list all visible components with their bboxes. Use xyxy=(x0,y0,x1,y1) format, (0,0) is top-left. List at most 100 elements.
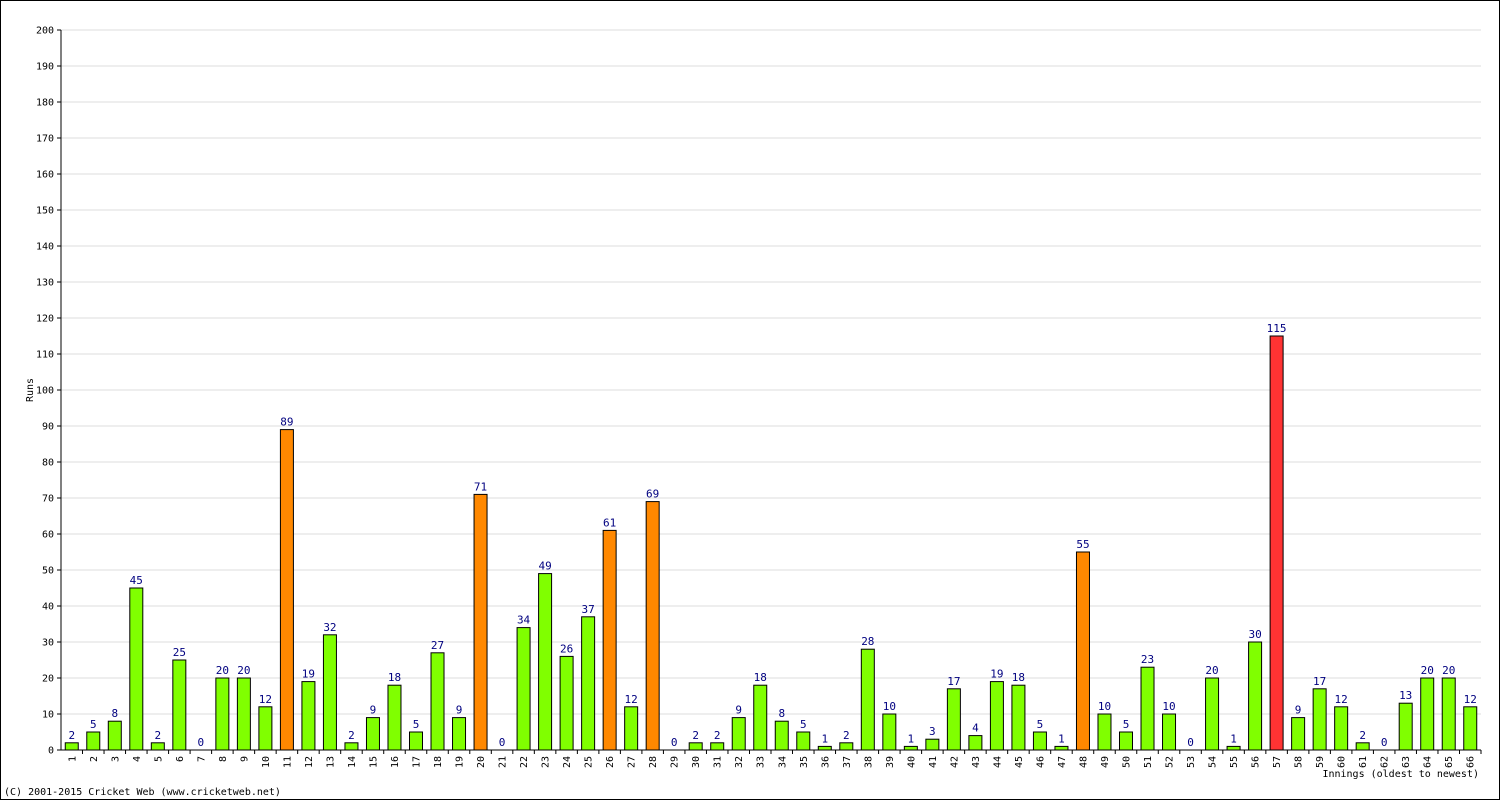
x-tick-label: 25 xyxy=(584,756,595,768)
value-label: 69 xyxy=(646,488,659,501)
bar xyxy=(538,573,553,751)
x-tick-label: 62 xyxy=(1380,756,1391,768)
value-label: 30 xyxy=(1248,628,1261,641)
bar xyxy=(753,684,768,751)
value-label: 13 xyxy=(1399,689,1412,702)
bar xyxy=(1032,731,1047,751)
value-label: 10 xyxy=(1098,700,1111,713)
value-label: 0 xyxy=(1381,736,1388,749)
x-tick-label: 38 xyxy=(863,756,874,768)
y-tick-label: 190 xyxy=(36,62,54,73)
x-tick-label: 63 xyxy=(1401,756,1412,768)
bar xyxy=(968,735,983,751)
value-label: 5 xyxy=(1037,718,1044,731)
value-label: 18 xyxy=(754,671,767,684)
bar xyxy=(516,627,531,751)
x-tick-label: 51 xyxy=(1143,756,1154,768)
value-label: 9 xyxy=(456,704,463,717)
x-tick-label: 32 xyxy=(734,756,745,768)
x-tick-label: 59 xyxy=(1315,756,1326,768)
x-tick-label: 17 xyxy=(412,756,423,768)
bar xyxy=(1248,641,1263,751)
x-tick-label: 16 xyxy=(390,756,401,768)
x-tick-label: 53 xyxy=(1186,756,1197,768)
bar xyxy=(645,501,660,751)
x-tick-label: 60 xyxy=(1337,756,1348,768)
value-label: 1 xyxy=(1058,732,1065,745)
x-tick-label: 34 xyxy=(777,756,788,768)
bar xyxy=(409,731,423,751)
bar xyxy=(301,681,316,751)
x-tick-label: 58 xyxy=(1294,756,1305,768)
bar xyxy=(1441,677,1456,751)
value-label: 3 xyxy=(929,725,936,738)
bar xyxy=(1075,551,1090,751)
bar xyxy=(1119,731,1133,751)
x-tick-label: 40 xyxy=(906,756,917,768)
y-tick-label: 140 xyxy=(36,242,54,253)
bar xyxy=(473,493,488,751)
bar xyxy=(1463,706,1478,751)
bar xyxy=(387,684,402,751)
value-label: 12 xyxy=(1464,693,1477,706)
bar xyxy=(107,720,122,751)
x-tick-label: 19 xyxy=(455,756,466,768)
bar xyxy=(882,713,897,751)
bar xyxy=(1355,742,1370,751)
value-label: 8 xyxy=(111,707,118,720)
bar xyxy=(1011,684,1026,751)
y-tick-label: 100 xyxy=(36,386,54,397)
x-tick-label: 66 xyxy=(1466,756,1477,768)
value-label: 1 xyxy=(821,732,828,745)
bar xyxy=(1205,677,1220,751)
y-tick-label: 0 xyxy=(48,746,54,757)
value-label: 9 xyxy=(1295,704,1302,717)
x-tick-label: 54 xyxy=(1208,756,1219,768)
y-tick-label: 50 xyxy=(42,566,54,577)
x-tick-label: 26 xyxy=(605,756,616,768)
bar xyxy=(796,731,811,751)
x-tick-label: 44 xyxy=(992,756,1003,768)
x-tick-label: 35 xyxy=(799,756,810,768)
x-tick-label: 65 xyxy=(1444,756,1455,768)
x-tick-label: 20 xyxy=(476,756,487,768)
bar xyxy=(860,648,875,751)
y-tick-label: 110 xyxy=(36,350,54,361)
value-label: 20 xyxy=(237,664,250,677)
bar xyxy=(559,655,574,751)
y-tick-label: 10 xyxy=(42,710,54,721)
y-tick-label: 30 xyxy=(42,638,54,649)
y-tick-label: 160 xyxy=(36,170,54,181)
bar xyxy=(86,731,101,751)
x-tick-label: 13 xyxy=(325,756,336,768)
bar xyxy=(817,745,832,751)
value-label: 34 xyxy=(517,614,531,627)
x-tick-label: 33 xyxy=(756,756,767,768)
value-label: 49 xyxy=(538,560,551,573)
value-label: 61 xyxy=(603,516,616,529)
value-label: 45 xyxy=(130,574,143,587)
x-tick-label: 5 xyxy=(153,756,164,762)
x-tick-label: 55 xyxy=(1229,756,1240,768)
value-label: 55 xyxy=(1076,538,1089,551)
x-tick-label: 30 xyxy=(691,756,702,768)
bar xyxy=(602,529,617,751)
bar xyxy=(925,738,940,751)
value-label: 19 xyxy=(302,668,315,681)
x-tick-label: 47 xyxy=(1057,756,1068,768)
value-label: 20 xyxy=(1442,664,1455,677)
bar xyxy=(946,688,961,751)
bar xyxy=(279,429,294,751)
value-label: 17 xyxy=(947,675,960,688)
x-tick-label: 28 xyxy=(648,756,659,768)
bar xyxy=(1420,677,1435,751)
x-tick-label: 1 xyxy=(67,756,78,762)
y-axis-label: Runs xyxy=(25,378,36,402)
x-tick-label: 36 xyxy=(820,756,831,768)
bar xyxy=(150,742,165,751)
bar xyxy=(1054,745,1069,751)
bar xyxy=(322,634,337,751)
bar xyxy=(1269,335,1284,751)
value-label: 37 xyxy=(581,603,594,616)
x-tick-label: 2 xyxy=(89,756,100,762)
